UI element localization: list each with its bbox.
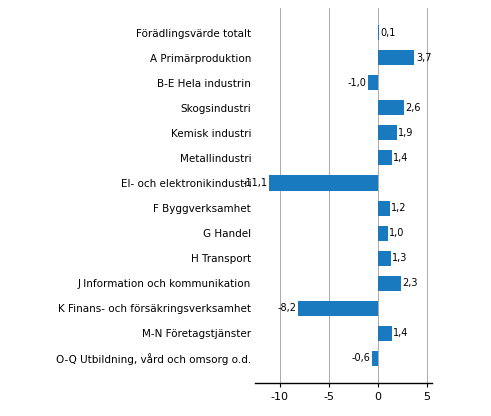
Bar	[378, 201, 390, 215]
Bar	[378, 100, 404, 115]
Bar	[378, 276, 401, 291]
Text: 1,4: 1,4	[393, 328, 409, 338]
Bar	[368, 75, 378, 90]
Text: 1,0: 1,0	[389, 228, 405, 238]
Text: 2,6: 2,6	[405, 103, 421, 113]
Text: 1,2: 1,2	[391, 203, 407, 213]
Text: -0,6: -0,6	[352, 353, 371, 363]
Text: 0,1: 0,1	[381, 28, 396, 38]
Text: 3,7: 3,7	[416, 53, 432, 63]
Text: 1,4: 1,4	[393, 153, 409, 163]
Bar	[378, 151, 392, 166]
Bar	[378, 25, 379, 40]
Bar	[378, 50, 414, 65]
Bar	[298, 301, 378, 316]
Text: -1,0: -1,0	[348, 78, 367, 88]
Text: 1,9: 1,9	[398, 128, 413, 138]
Text: -11,1: -11,1	[243, 178, 268, 188]
Bar	[372, 351, 378, 366]
Text: -8,2: -8,2	[277, 303, 296, 313]
Text: 2,3: 2,3	[402, 278, 418, 288]
Bar	[378, 326, 392, 341]
Bar	[269, 176, 378, 191]
Text: 1,3: 1,3	[392, 253, 408, 263]
Bar	[378, 126, 397, 141]
Bar	[378, 225, 388, 240]
Bar	[378, 250, 391, 265]
